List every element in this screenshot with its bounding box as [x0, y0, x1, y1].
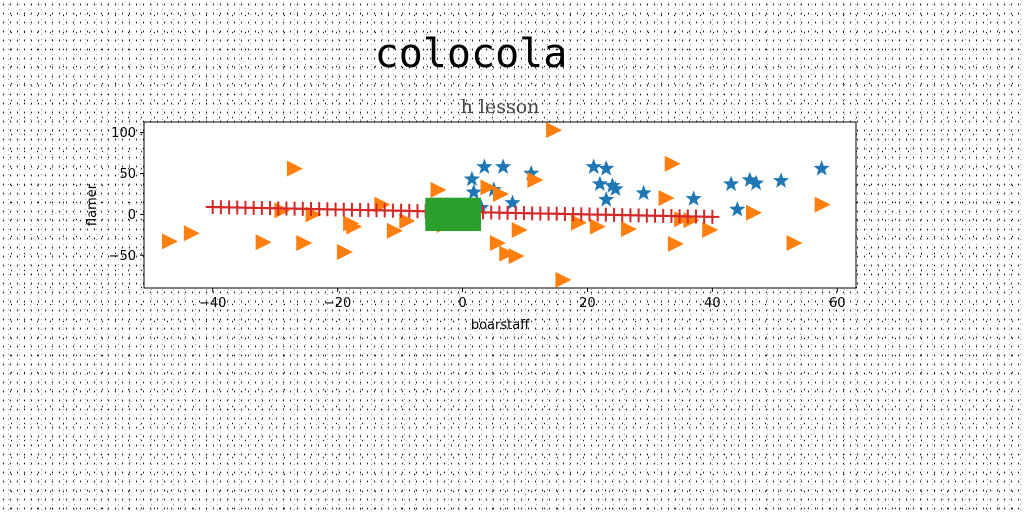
star-point [813, 160, 830, 176]
x-tick-label: −40 [199, 296, 226, 311]
y-axis: −50 0 50 100 [109, 126, 144, 264]
triangle-point [296, 235, 313, 252]
plus-point [705, 209, 720, 224]
star-point [604, 177, 621, 193]
triangle-point [493, 185, 509, 202]
x-tick-label: 0 [458, 296, 466, 311]
triangle-point [346, 218, 363, 235]
star-point [495, 158, 512, 174]
star-point [748, 174, 765, 191]
triangle-point [667, 235, 684, 252]
star-point [607, 180, 624, 196]
chart-suptitle: colocola [375, 31, 568, 77]
triangle-point [589, 218, 606, 235]
star-point [473, 199, 490, 215]
y-tick-label: 50 [119, 167, 136, 182]
triangle-point [621, 221, 638, 238]
star-point [773, 172, 790, 188]
x-tick-label: −20 [324, 296, 351, 311]
x-axis-label: boarstaff [471, 318, 530, 333]
star-point [476, 158, 493, 174]
triangle-point [161, 233, 178, 250]
star-point [585, 158, 602, 174]
triangle-point [571, 214, 588, 231]
triangle-point [814, 196, 831, 213]
triangle-point [508, 248, 525, 265]
star-point [729, 201, 746, 217]
triangle-point [430, 181, 447, 198]
star-point [741, 171, 758, 187]
triangle-point [546, 122, 563, 139]
y-tick-label: 0 [128, 208, 136, 223]
x-tick-label: 20 [579, 296, 596, 311]
x-tick-label: 60 [829, 296, 846, 311]
star-point [523, 165, 540, 181]
plot-area [143, 121, 857, 289]
triangle-point [183, 225, 200, 242]
star-point [598, 160, 615, 176]
y-tick-label: 100 [111, 126, 136, 141]
chart-title: h lesson [461, 96, 540, 118]
data-marks [161, 122, 831, 288]
square-point [469, 197, 482, 210]
triangle-point [664, 155, 681, 172]
star-point [463, 170, 480, 187]
x-axis: −40 −20 0 20 40 60 [199, 288, 846, 311]
triangle-point [399, 212, 416, 229]
star-point [685, 190, 702, 206]
star-point [504, 194, 521, 210]
triangle-point [527, 172, 544, 189]
y-axis-label: flamer [85, 183, 100, 226]
triangle-point [255, 234, 272, 251]
triangle-point [555, 271, 572, 288]
triangle-point [336, 244, 353, 261]
triangle-point [499, 245, 516, 262]
triangle-point [305, 206, 322, 223]
triangle-point [702, 221, 719, 238]
triangle-point [374, 196, 391, 213]
triangle-point [658, 190, 675, 207]
star-point [591, 175, 608, 191]
triangle-point [786, 235, 803, 252]
star-point [598, 191, 615, 207]
y-tick-label: −50 [109, 249, 136, 264]
triangle-point [511, 221, 528, 238]
triangle-point [745, 204, 762, 221]
triangle-point [386, 222, 403, 239]
triangle-point [489, 235, 506, 252]
triangle-point [286, 160, 303, 177]
x-tick-label: 40 [704, 296, 721, 311]
triangle-point [480, 179, 497, 196]
star-point [635, 184, 652, 200]
star-point [465, 183, 482, 200]
star-point [723, 175, 740, 191]
